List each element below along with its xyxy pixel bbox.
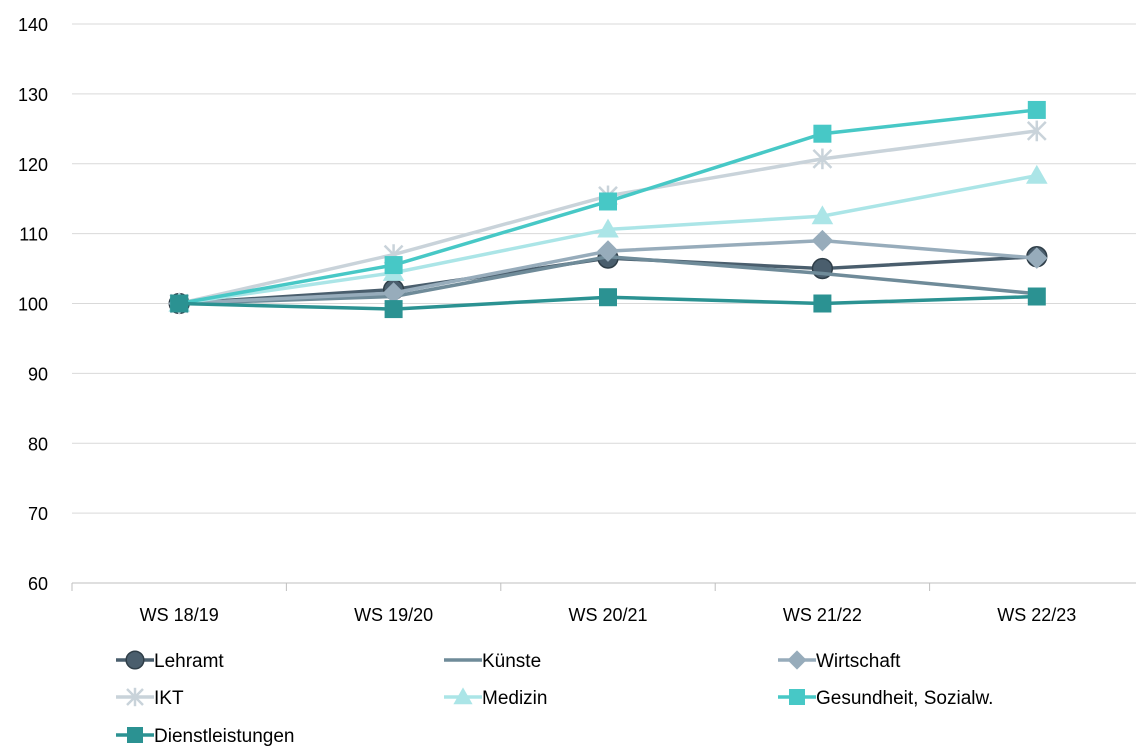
data-point: [1026, 165, 1048, 184]
series-6: [170, 288, 1046, 319]
y-tick-label: 80: [28, 434, 48, 454]
y-tick-label: 130: [18, 85, 48, 105]
legend-label: Künste: [482, 651, 541, 672]
data-point: [170, 295, 188, 313]
y-axis-ticks: 60 70 80 90 100 110 120 130 140: [18, 15, 48, 594]
legend-label: IKT: [154, 688, 184, 709]
legend-marker: [787, 650, 806, 669]
legend-item: Wirtschaft: [778, 650, 901, 672]
data-point: [813, 295, 831, 313]
legend-item: Lehramt: [116, 651, 224, 672]
y-tick-label: 140: [18, 15, 48, 35]
data-point: [813, 125, 831, 143]
legend-label: Medizin: [482, 688, 547, 709]
data-point: [385, 256, 403, 274]
legend: Lehramt Künste Wirtschaft IKT Medizin Gesundh…: [116, 650, 993, 747]
y-tick-label: 70: [28, 504, 48, 524]
series-line: [179, 131, 1037, 304]
gridlines: [72, 24, 1136, 513]
legend-item: Medizin: [444, 687, 547, 709]
y-tick-label: 120: [18, 155, 48, 175]
data-point: [1028, 288, 1046, 306]
data-point: [599, 192, 617, 210]
x-tick-label: WS 18/19: [140, 605, 219, 625]
x-tick-label: WS 20/21: [568, 605, 647, 625]
legend-marker: [789, 689, 805, 705]
x-axis: WS 18/19 WS 19/20 WS 20/21 WS 21/22 WS 22/23: [72, 583, 1136, 625]
x-tick-label: WS 21/22: [783, 605, 862, 625]
legend-item: Gesundheit, Sozialw.: [778, 688, 993, 709]
data-point: [1028, 101, 1046, 119]
x-tick-label: WS 19/20: [354, 605, 433, 625]
x-tick-label: WS 22/23: [997, 605, 1076, 625]
data-point: [599, 288, 617, 306]
series-group: [168, 101, 1047, 318]
y-tick-label: 100: [18, 295, 48, 315]
legend-label: Dienstleistungen: [154, 726, 294, 747]
legend-label: Gesundheit, Sozialw.: [816, 688, 993, 709]
legend-marker: [127, 727, 143, 743]
y-tick-label: 110: [19, 225, 48, 245]
legend-item: Künste: [444, 651, 541, 672]
y-tick-label: 60: [28, 574, 48, 594]
legend-item: IKT: [116, 688, 184, 709]
legend-marker: [126, 651, 144, 669]
legend-label: Wirtschaft: [816, 651, 901, 672]
legend-label: Lehramt: [154, 651, 224, 672]
data-point: [385, 300, 403, 318]
legend-item: Dienstleistungen: [116, 726, 294, 747]
data-point: [812, 230, 834, 252]
y-tick-label: 90: [28, 364, 48, 384]
